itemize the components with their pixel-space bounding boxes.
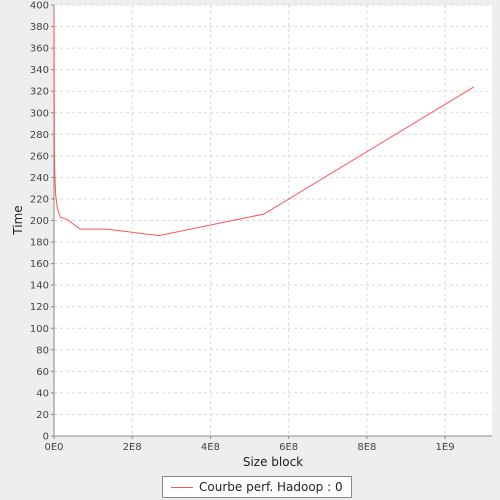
y-tick-label: 340 <box>30 65 49 76</box>
y-tick-label: 220 <box>30 194 49 205</box>
y-tick-label: 360 <box>30 44 49 55</box>
x-tick-label: 8E8 <box>357 442 376 453</box>
y-tick-label: 120 <box>30 302 49 313</box>
y-tick-label: 100 <box>30 324 49 335</box>
y-tick-label: 0 <box>43 432 49 443</box>
x-tick-label: 4E8 <box>201 442 220 453</box>
y-tick-label: 180 <box>30 238 49 249</box>
legend-swatch <box>171 486 193 488</box>
x-tick-label: 0E0 <box>44 442 63 453</box>
series-layer <box>53 13 475 237</box>
y-tick-label: 40 <box>36 388 49 399</box>
y-tick-label: 160 <box>30 259 49 270</box>
x-tick-label: 6E8 <box>279 442 298 453</box>
y-tick-label: 320 <box>30 87 49 98</box>
y-tick-label: 60 <box>36 367 49 378</box>
legend-label: Courbe perf. Hadoop : 0 <box>199 480 343 494</box>
y-tick-label: 380 <box>30 22 49 33</box>
y-tick-label: 20 <box>36 410 49 421</box>
y-tick-label: 240 <box>30 173 49 184</box>
y-tick-label: 80 <box>36 345 49 356</box>
y-axis-title: Time <box>11 205 25 235</box>
y-tick-label: 300 <box>30 108 49 119</box>
x-tick-label: 2E8 <box>123 442 142 453</box>
y-tick-label: 280 <box>30 130 49 141</box>
y-tick-label: 400 <box>30 1 49 12</box>
grid <box>53 4 492 437</box>
axes <box>51 4 492 439</box>
x-tick-label: 1E9 <box>436 442 455 453</box>
y-tick-label: 260 <box>30 151 49 162</box>
y-tick-label: 140 <box>30 281 49 292</box>
legend: Courbe perf. Hadoop : 0 <box>162 476 352 498</box>
x-axis-title: Size block <box>243 455 303 469</box>
series-line <box>53 13 475 237</box>
tick-labels: 0 20 40 60 80 100 120 140 160 180 200 220 240 260 280 3… <box>30 1 455 454</box>
y-tick-label: 200 <box>30 216 49 227</box>
